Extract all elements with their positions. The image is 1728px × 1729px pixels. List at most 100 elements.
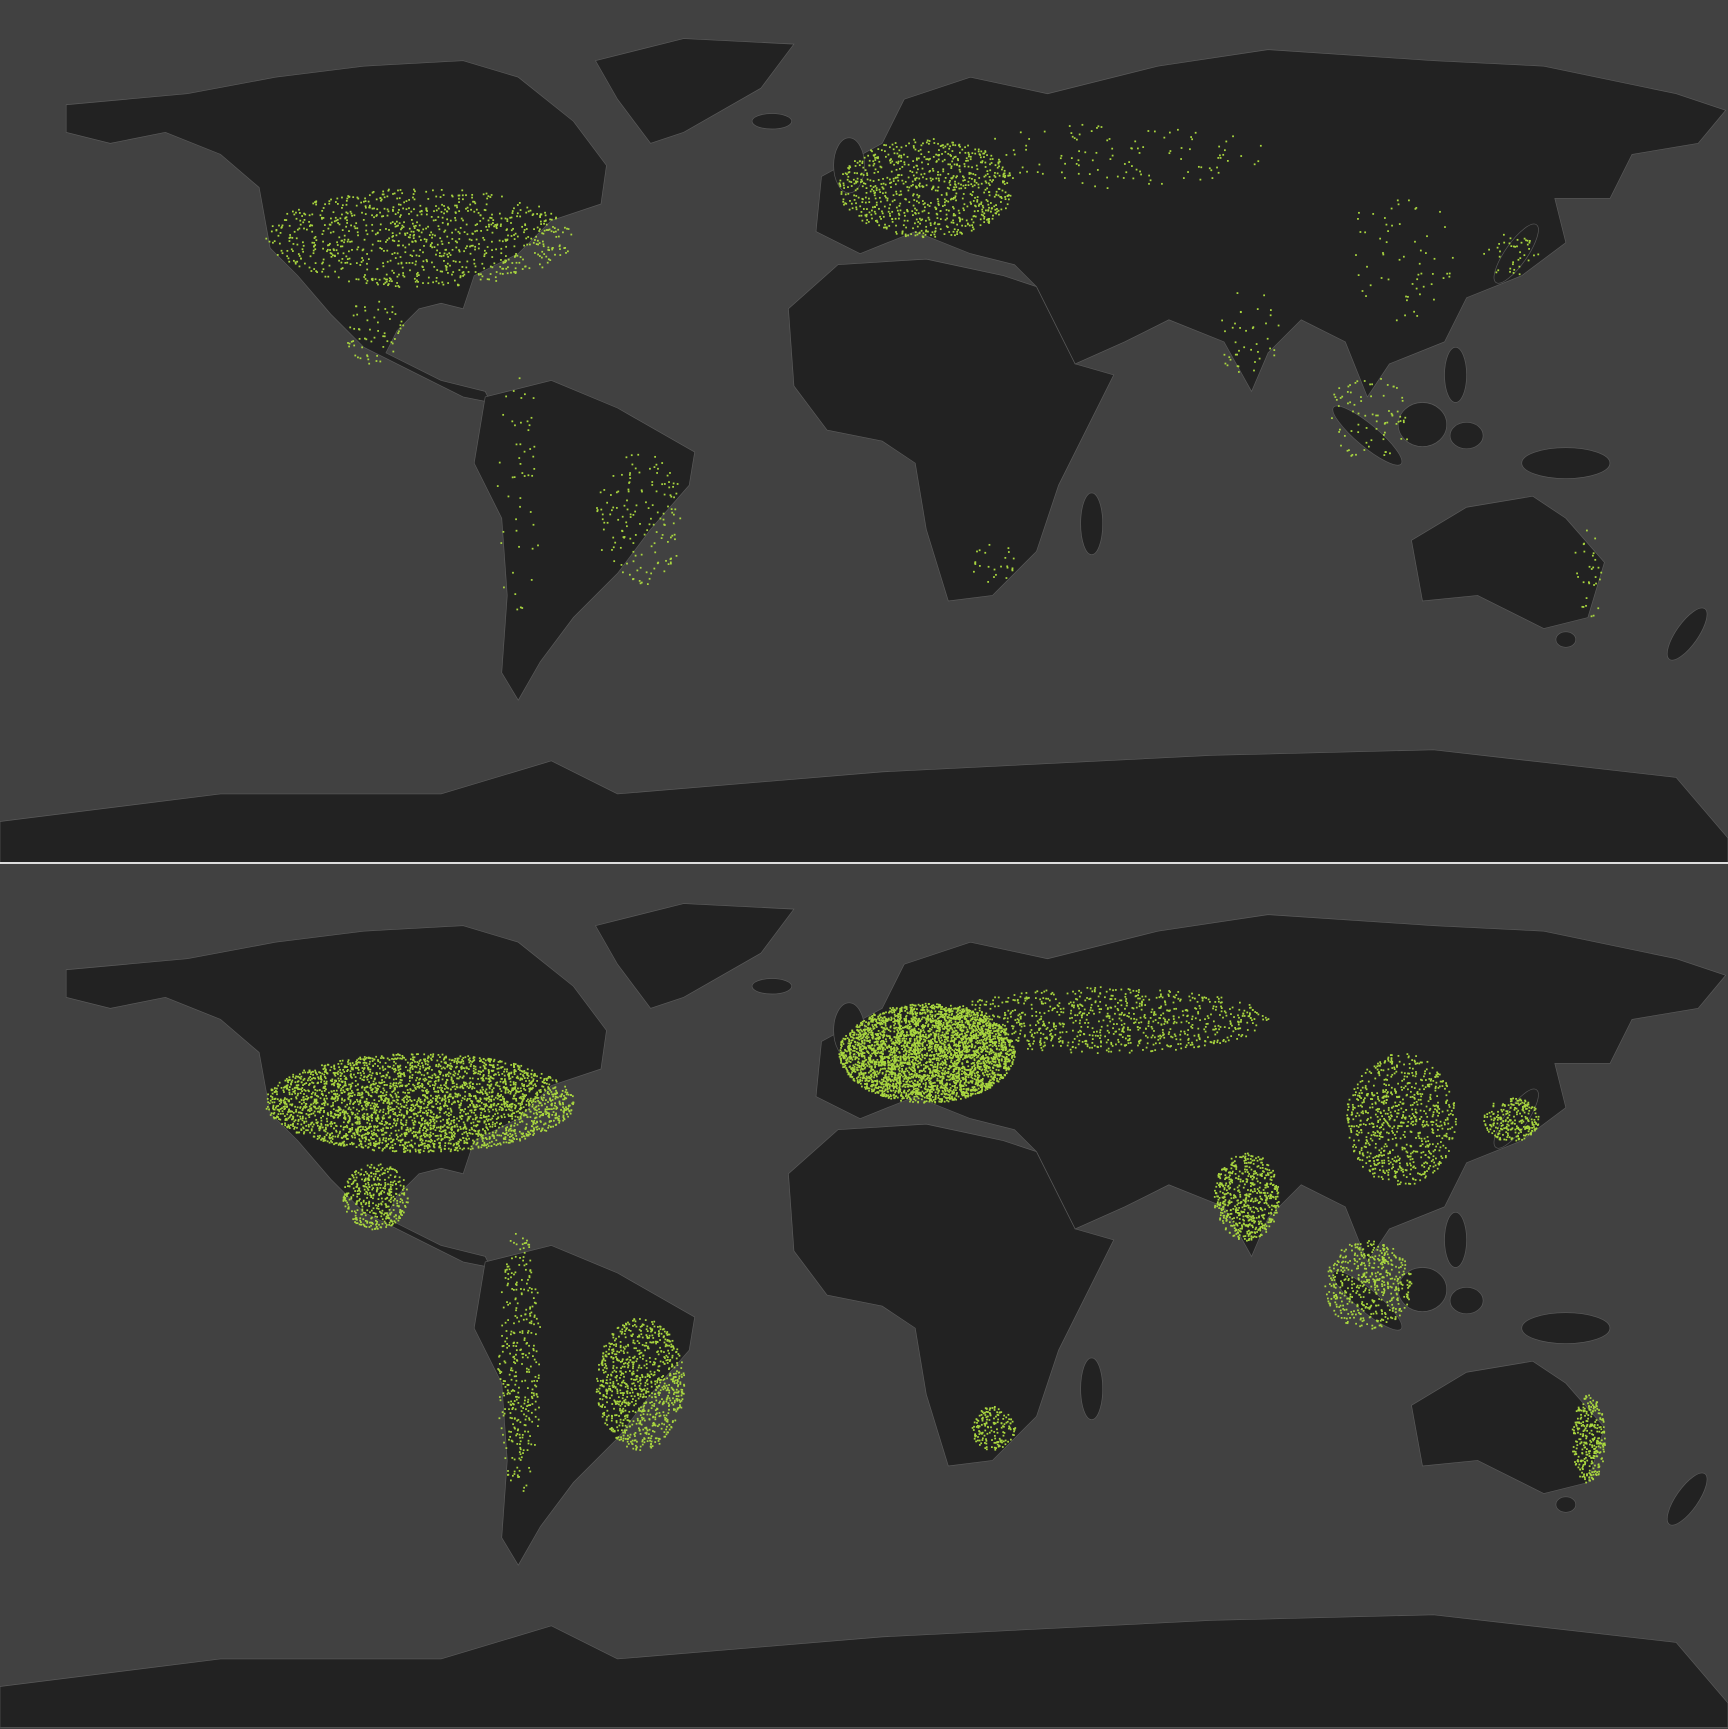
point (434, 219, 437, 221)
point (518, 545, 520, 548)
point (520, 1132, 523, 1135)
point (319, 1089, 321, 1092)
point (363, 1059, 366, 1062)
point (399, 1103, 402, 1105)
point (443, 260, 445, 262)
point (567, 1093, 570, 1096)
point (355, 1060, 358, 1063)
point (933, 233, 936, 236)
point (669, 561, 672, 564)
point (506, 1105, 509, 1108)
point (858, 160, 861, 163)
point (881, 212, 884, 215)
point (462, 1057, 465, 1059)
point (629, 472, 631, 474)
point (453, 1060, 456, 1062)
point (1371, 413, 1374, 416)
point (1369, 284, 1372, 287)
point (1591, 554, 1594, 557)
point (399, 1074, 402, 1077)
point (409, 1098, 412, 1101)
point (364, 337, 366, 340)
point (319, 1071, 322, 1074)
point (1228, 356, 1231, 359)
point (322, 268, 325, 271)
point (663, 524, 666, 526)
point (509, 216, 512, 219)
point (402, 1099, 405, 1102)
point (481, 1108, 484, 1111)
point (983, 152, 986, 155)
point (471, 1133, 474, 1135)
point (856, 187, 859, 190)
point (456, 206, 458, 209)
point (404, 251, 407, 254)
point (349, 1100, 352, 1103)
point (973, 180, 976, 183)
point (286, 249, 289, 252)
point (399, 1134, 402, 1137)
point (395, 1122, 398, 1125)
point (450, 1110, 453, 1113)
point (552, 1093, 555, 1096)
point (291, 1093, 293, 1096)
point (514, 1107, 516, 1110)
point (380, 1097, 383, 1099)
point (356, 196, 359, 199)
point (1025, 144, 1028, 147)
point (1135, 168, 1138, 171)
point (469, 245, 471, 248)
point (406, 1145, 409, 1147)
point (435, 1116, 438, 1119)
point (891, 143, 894, 146)
point (553, 1087, 556, 1089)
point (354, 1121, 357, 1124)
point (387, 1116, 390, 1119)
point (536, 1091, 539, 1094)
point (375, 1119, 378, 1122)
point (382, 346, 385, 348)
point (333, 1065, 336, 1068)
point (987, 203, 990, 206)
point (480, 273, 482, 276)
point (389, 222, 392, 225)
point (873, 194, 876, 197)
point (525, 1071, 527, 1074)
point (883, 144, 886, 146)
point (439, 1102, 441, 1105)
point (328, 264, 331, 267)
point (413, 208, 415, 211)
point (382, 1108, 385, 1111)
point (1357, 431, 1360, 434)
point (490, 1095, 493, 1098)
point (1222, 153, 1225, 156)
point (923, 156, 926, 158)
point (275, 1106, 277, 1109)
point (558, 1100, 561, 1103)
point (543, 222, 545, 225)
point (906, 209, 909, 212)
point (313, 1110, 316, 1113)
point (1448, 275, 1451, 278)
point (555, 235, 558, 238)
point (477, 1145, 480, 1148)
point (399, 1081, 402, 1084)
point (925, 184, 928, 187)
point (948, 187, 950, 190)
point (394, 1069, 397, 1072)
point (491, 1077, 494, 1080)
point (503, 1068, 506, 1071)
point (366, 1078, 369, 1081)
point (466, 1132, 469, 1135)
point (477, 1070, 480, 1073)
point (421, 1117, 423, 1120)
point (333, 1143, 335, 1146)
point (349, 1083, 352, 1086)
point (453, 1116, 455, 1118)
point (915, 171, 918, 174)
point (890, 186, 892, 189)
point (971, 166, 973, 169)
point (456, 1065, 458, 1068)
point (929, 222, 932, 225)
point (934, 235, 937, 238)
